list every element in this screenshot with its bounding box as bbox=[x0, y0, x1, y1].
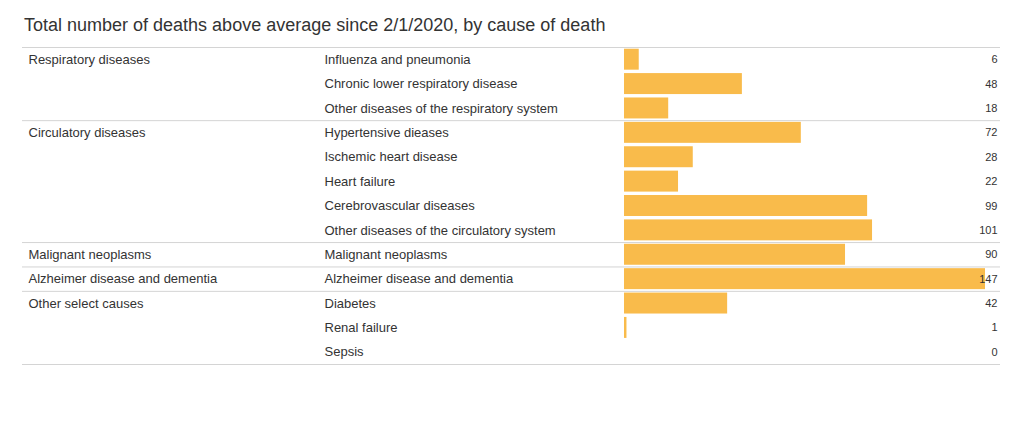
svg-text:147: 147 bbox=[979, 273, 997, 285]
svg-text:1: 1 bbox=[991, 321, 997, 333]
svg-text:99: 99 bbox=[985, 200, 997, 212]
svg-text:Renal failure: Renal failure bbox=[325, 320, 398, 335]
svg-text:90: 90 bbox=[985, 248, 997, 260]
svg-text:28: 28 bbox=[985, 151, 997, 163]
svg-text:Respiratory diseases: Respiratory diseases bbox=[29, 52, 151, 67]
svg-text:Cerebrovascular diseases: Cerebrovascular diseases bbox=[325, 198, 476, 213]
svg-text:48: 48 bbox=[985, 78, 997, 90]
svg-text:Ischemic heart disease: Ischemic heart disease bbox=[325, 149, 458, 164]
svg-text:Chronic lower respiratory dise: Chronic lower respiratory disease bbox=[325, 76, 518, 91]
svg-text:Influenza and pneumonia: Influenza and pneumonia bbox=[325, 52, 472, 67]
svg-text:42: 42 bbox=[985, 297, 997, 309]
svg-text:Malignant neoplasms: Malignant neoplasms bbox=[325, 247, 448, 262]
svg-text:22: 22 bbox=[985, 175, 997, 187]
svg-text:18: 18 bbox=[985, 102, 997, 114]
svg-text:Circulatory diseases: Circulatory diseases bbox=[29, 125, 147, 140]
svg-text:Other diseases of the respirat: Other diseases of the respiratory system bbox=[325, 101, 558, 116]
svg-text:Hypertensive dieases: Hypertensive dieases bbox=[325, 125, 450, 140]
svg-text:Heart failure: Heart failure bbox=[325, 174, 396, 189]
svg-text:Malignant neoplasms: Malignant neoplasms bbox=[29, 247, 152, 262]
svg-text:Sepsis: Sepsis bbox=[325, 344, 365, 359]
html-text:Total number of deaths above a: Total number of deaths above average sin… bbox=[24, 15, 606, 35]
svg-text:72: 72 bbox=[985, 126, 997, 138]
svg-text:0: 0 bbox=[991, 346, 997, 358]
svg-text:Other select causes: Other select causes bbox=[29, 296, 144, 311]
svg-text:101: 101 bbox=[979, 224, 997, 236]
svg-text:6: 6 bbox=[991, 53, 997, 65]
svg-text:Other diseases of the circulat: Other diseases of the circulatory system bbox=[325, 223, 556, 238]
svg-text:Alzheimer disease and dementia: Alzheimer disease and dementia bbox=[29, 271, 218, 286]
svg-text:Alzheimer disease and dementia: Alzheimer disease and dementia bbox=[325, 271, 514, 286]
svg-text:Diabetes: Diabetes bbox=[325, 296, 377, 311]
